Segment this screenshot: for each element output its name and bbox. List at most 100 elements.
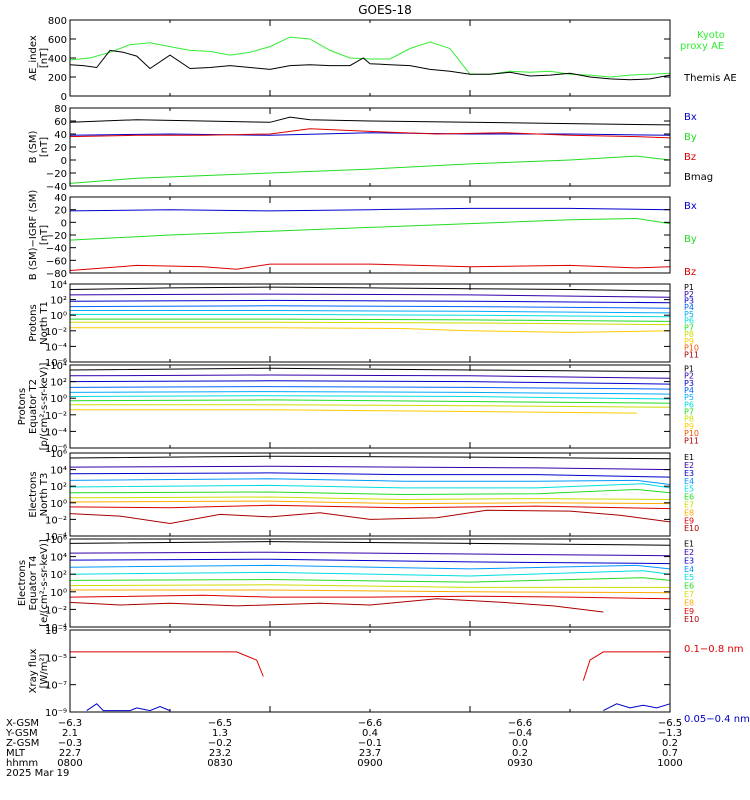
series-line-ae-0 xyxy=(69,36,671,78)
legend-item-enorth-6: E7 xyxy=(684,501,694,510)
series-line-pnorth-0 xyxy=(69,286,671,292)
legend-item-ae-0: Kyoto xyxy=(697,30,725,41)
chart-title: GOES-18 xyxy=(358,3,412,17)
y-tick-label-eequator-0: 10⁶ xyxy=(50,535,67,546)
y-tick-label-xray-3: 10⁻⁹ xyxy=(45,708,67,719)
footer-value-3-0: −6.6 xyxy=(508,718,532,729)
legend-item-bsm-1: By xyxy=(684,132,697,143)
legend-item-pnorth-5: P6 xyxy=(684,317,694,326)
legend-item-bigrf-0: Bx xyxy=(684,201,697,212)
footer-row-label-3: MLT xyxy=(6,748,26,759)
footer-value-4-3: 0.7 xyxy=(662,748,678,759)
legend-item-pnorth-0: P1 xyxy=(684,283,694,292)
series-line-pnorth-3 xyxy=(69,305,671,309)
series-line-bsm-0 xyxy=(69,116,671,126)
series-line-pnorth-6 xyxy=(70,318,671,322)
legend-item-pnorth-3: P4 xyxy=(684,303,694,312)
series-line-pnorth-4 xyxy=(70,310,671,314)
y-tick-label-enorth-1: 10⁴ xyxy=(50,466,67,477)
y-tick-label-bsm-6: −40 xyxy=(46,182,67,193)
series-line-pequator-2 xyxy=(69,380,671,385)
series-line-bsm-1 xyxy=(69,132,671,136)
y-tick-label-bigrf-5: −60 xyxy=(46,256,67,267)
y-axis-label-bsm-0: B (SM) xyxy=(28,130,39,163)
y-tick-label-bsm-5: −20 xyxy=(46,169,67,180)
legend-item-pequator-7: P8 xyxy=(684,415,694,424)
footer-row-label-5: 2025 Mar 19 xyxy=(6,768,69,779)
series-line-xray-3 xyxy=(603,703,671,712)
series-line-eequator-0 xyxy=(69,541,671,546)
legend-item-bsm-0: Bx xyxy=(684,112,697,123)
y-tick-label-bigrf-6: −80 xyxy=(46,269,67,280)
y-axis-label-xray-0: Xray flux xyxy=(28,649,39,694)
panel-frame-enorth xyxy=(69,452,671,537)
footer-value-1-3: 23.2 xyxy=(209,748,231,759)
y-tick-label-pnorth-2: 10⁰ xyxy=(50,311,67,322)
y-tick-label-bigrf-2: 0 xyxy=(61,218,67,229)
footer-value-2-3: 23.7 xyxy=(359,748,381,759)
legend-item-enorth-8: E9 xyxy=(684,516,694,525)
series-line-pequator-3 xyxy=(69,386,671,390)
legend-item-pnorth-7: P8 xyxy=(684,330,694,339)
legend-item-pequator-5: P6 xyxy=(684,400,694,409)
legend-item-bsm-2: Bz xyxy=(684,152,696,163)
y-tick-label-pnorth-3: 10⁻² xyxy=(45,327,67,338)
series-line-xray-0 xyxy=(70,651,264,677)
y-tick-label-eequator-2: 10² xyxy=(50,570,67,581)
legend-item-pequator-10: P11 xyxy=(684,436,699,445)
footer-value-2-0: −6.6 xyxy=(358,718,382,729)
footer-value-0-1: 2.1 xyxy=(62,728,78,739)
y-tick-label-enorth-0: 10⁶ xyxy=(50,449,67,460)
y-axis-label-bigrf-0: B (SM)−IGRF (SM) xyxy=(28,190,39,281)
legend-item-eequator-4: E5 xyxy=(684,573,694,582)
legend-item-pnorth-2: P3 xyxy=(684,297,694,306)
panel-bigrf: 40 200 −20 −40−60 −80 B (SM)−IGRF (SM) [nT] Bx B… xyxy=(28,190,697,281)
y-axis-label-pequator-1: Equator T2 xyxy=(28,379,39,434)
panel-pequator: 10⁴ 10² 10⁰ 10⁻² 10⁻⁴ 10⁻⁶ Protons Equator T2 [p… xyxy=(17,361,699,455)
y-tick-label-enorth-4: 10⁻² xyxy=(45,515,67,526)
series-line-bsm-3 xyxy=(69,155,671,184)
legend-item-pequator-9: P10 xyxy=(684,429,699,438)
legend-item-pnorth-1: P2 xyxy=(684,290,694,299)
legend-item-eequator-7: E8 xyxy=(684,598,694,607)
series-line-enorth-6 xyxy=(69,496,671,501)
legend-item-pnorth-6: P7 xyxy=(684,323,694,332)
legend-item-bigrf-2: Bz xyxy=(684,267,696,278)
y-tick-label-eequator-4: 10⁻² xyxy=(45,605,67,616)
series-line-pnorth-2 xyxy=(69,299,671,304)
footer-value-4-0: −6.5 xyxy=(658,718,682,729)
legend-item-pequator-4: P5 xyxy=(684,393,694,402)
series-line-pequator-8 xyxy=(70,409,637,414)
legend-item-bsm-3: Bmag xyxy=(684,172,713,183)
legend-item-eequator-3: E4 xyxy=(684,565,694,574)
footer-value-2-4: 0900 xyxy=(357,758,382,769)
y-tick-label-xray-2: 10⁻⁷ xyxy=(45,681,67,692)
y-axis-label-pnorth-0: Protons xyxy=(28,304,39,341)
legend-item-eequator-0: E1 xyxy=(684,540,694,549)
y-axis-label-pnorth-1: North T1 xyxy=(39,301,50,345)
y-axis-label-eequator-0: Electrons xyxy=(17,560,28,606)
legend-item-pnorth-4: P5 xyxy=(684,310,694,319)
panel-pnorth: 10⁴ 10² 10⁰ 10⁻² 10⁻⁴ 10⁻⁶ Protons North T1 P1P2… xyxy=(28,280,699,369)
series-line-xray-1 xyxy=(582,651,670,681)
series-line-xray-2 xyxy=(86,703,171,712)
legend-item-enorth-0: E1 xyxy=(684,453,694,462)
series-line-pnorth-5 xyxy=(70,313,671,318)
series-line-eequator-9 xyxy=(69,598,604,613)
series-line-bigrf-0 xyxy=(69,207,671,212)
y-tick-label-enorth-5: 10⁻⁴ xyxy=(45,532,67,543)
footer-row-label-1: Y-GSM xyxy=(5,728,38,739)
legend-item-xray-0: 0.1−0.8 nm xyxy=(684,644,743,655)
series-line-bigrf-1 xyxy=(69,217,671,241)
legend-item-pnorth-9: P10 xyxy=(684,344,699,353)
footer-value-4-1: −1.3 xyxy=(658,728,682,739)
footer-value-3-2: 0.0 xyxy=(512,738,528,749)
y-tick-label-ae-1: 600 xyxy=(48,35,67,46)
legend-item-enorth-1: E2 xyxy=(684,461,694,470)
series-line-pnorth-1 xyxy=(69,293,671,298)
legend-item-pnorth-10: P11 xyxy=(684,350,699,359)
y-axis-label-bsm-1: [nT] xyxy=(39,137,50,157)
legend-item-pequator-3: P4 xyxy=(684,386,694,395)
